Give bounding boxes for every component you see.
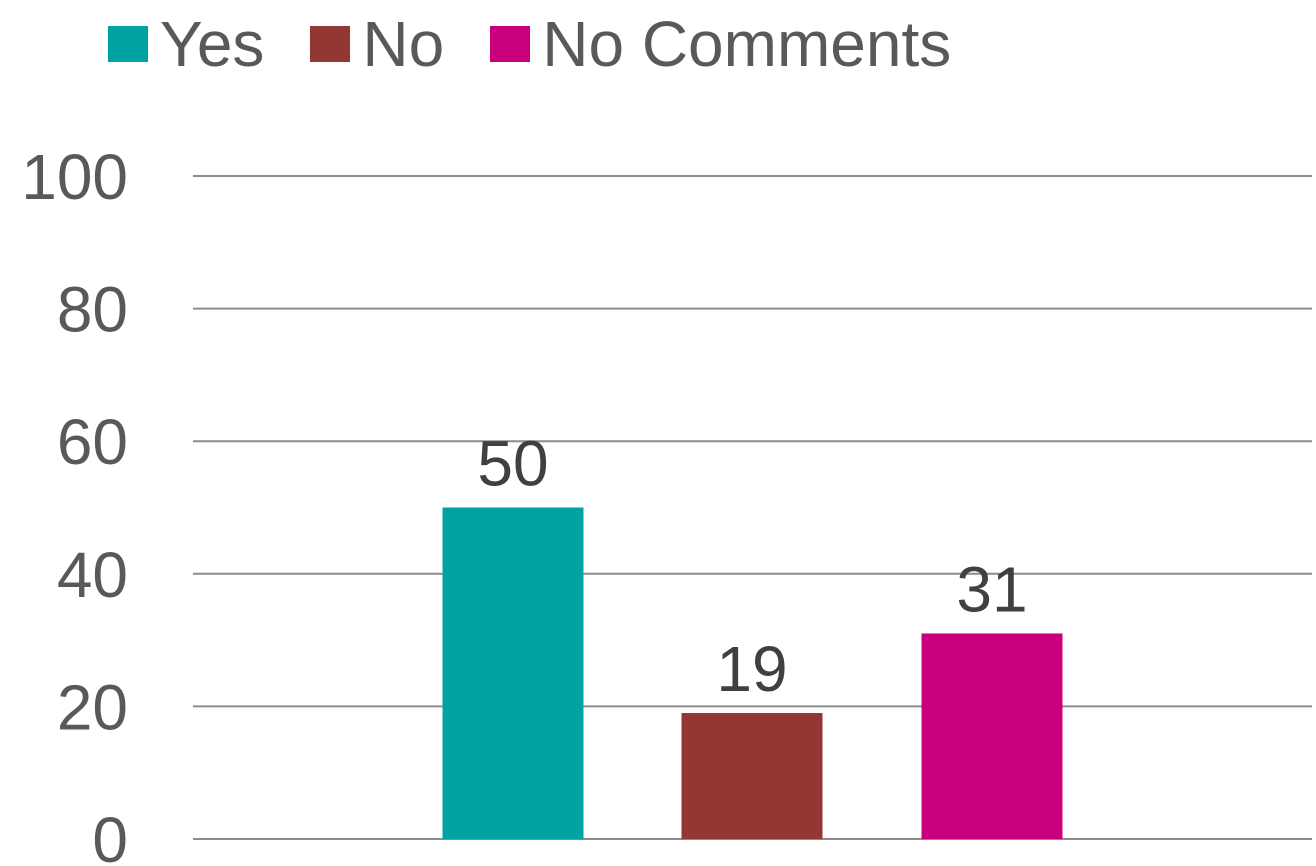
gridlines <box>193 175 1312 840</box>
legend-swatch-yes <box>108 26 148 62</box>
y-tick-label-0: 0 <box>92 804 128 866</box>
legend-item-yes: Yes <box>108 12 264 76</box>
y-tick-label-20: 20 <box>57 671 128 743</box>
data-label-no-comments: 31 <box>956 553 1027 625</box>
y-tick-label-100: 100 <box>21 141 128 213</box>
data-labels: 50 19 31 <box>477 428 1027 706</box>
bar-no <box>681 713 823 839</box>
legend-item-no-comments: No Comments <box>490 12 951 76</box>
bars <box>442 507 1063 839</box>
chart-legend: Yes No No Comments <box>108 8 997 80</box>
bar-yes <box>442 507 584 839</box>
legend-item-no: No <box>310 12 444 76</box>
y-tick-label-40: 40 <box>57 539 128 611</box>
bar-no-comments <box>921 633 1063 839</box>
legend-swatch-no-comments <box>490 26 531 62</box>
y-axis-ticks: 0 20 40 60 80 100 <box>21 141 128 866</box>
legend-label-yes: Yes <box>160 8 265 80</box>
y-tick-label-80: 80 <box>57 274 128 346</box>
legend-label-no-comments: No Comments <box>542 8 952 80</box>
legend-swatch-no <box>310 26 351 62</box>
data-label-no: 19 <box>716 633 787 705</box>
legend-label-no: No <box>362 8 445 80</box>
y-tick-label-60: 60 <box>57 406 128 478</box>
data-label-yes: 50 <box>477 428 548 500</box>
